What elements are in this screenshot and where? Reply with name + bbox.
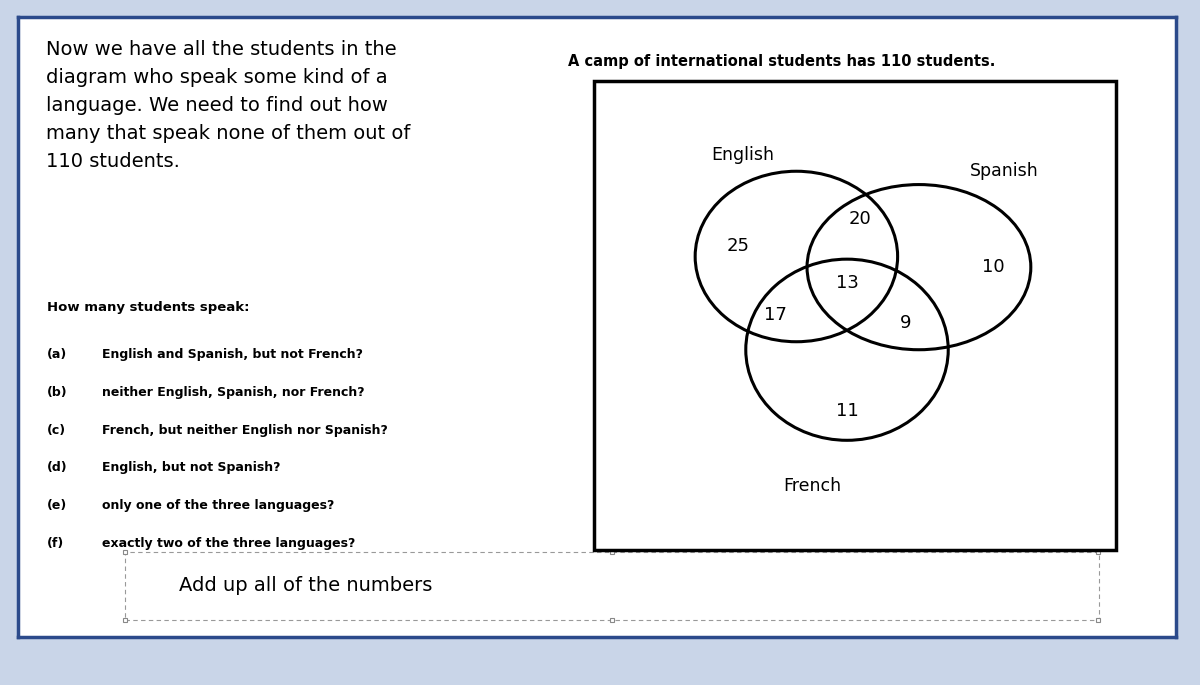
Text: (b): (b) — [47, 386, 67, 399]
Text: 13: 13 — [835, 274, 858, 292]
Text: 11: 11 — [835, 402, 858, 420]
Text: Add up all of the numbers: Add up all of the numbers — [179, 576, 432, 595]
Text: English, but not Spanish?: English, but not Spanish? — [102, 462, 281, 475]
Text: 25: 25 — [726, 237, 749, 255]
Text: English and Spanish, but not French?: English and Spanish, but not French? — [102, 348, 364, 361]
Text: Spanish: Spanish — [970, 162, 1038, 180]
Text: Now we have all the students in the
diagram who speak some kind of a
language. W: Now we have all the students in the diag… — [46, 40, 410, 171]
Text: (a): (a) — [47, 348, 67, 361]
Text: (f): (f) — [47, 537, 65, 550]
Text: A camp of international students has 110 students.: A camp of international students has 110… — [568, 54, 995, 69]
Text: French, but neither English nor Spanish?: French, but neither English nor Spanish? — [102, 424, 388, 437]
Text: (e): (e) — [47, 499, 67, 512]
Text: (d): (d) — [47, 462, 67, 475]
Text: neither English, Spanish, nor French?: neither English, Spanish, nor French? — [102, 386, 365, 399]
Text: (c): (c) — [47, 424, 66, 437]
Text: English: English — [712, 147, 774, 164]
Text: 20: 20 — [848, 210, 871, 228]
Text: How many students speak:: How many students speak: — [47, 301, 250, 314]
Text: 9: 9 — [900, 314, 911, 332]
Text: 17: 17 — [763, 306, 786, 324]
Text: French: French — [784, 477, 841, 495]
Text: 10: 10 — [983, 258, 1004, 276]
Text: exactly two of the three languages?: exactly two of the three languages? — [102, 537, 355, 550]
Text: only one of the three languages?: only one of the three languages? — [102, 499, 335, 512]
